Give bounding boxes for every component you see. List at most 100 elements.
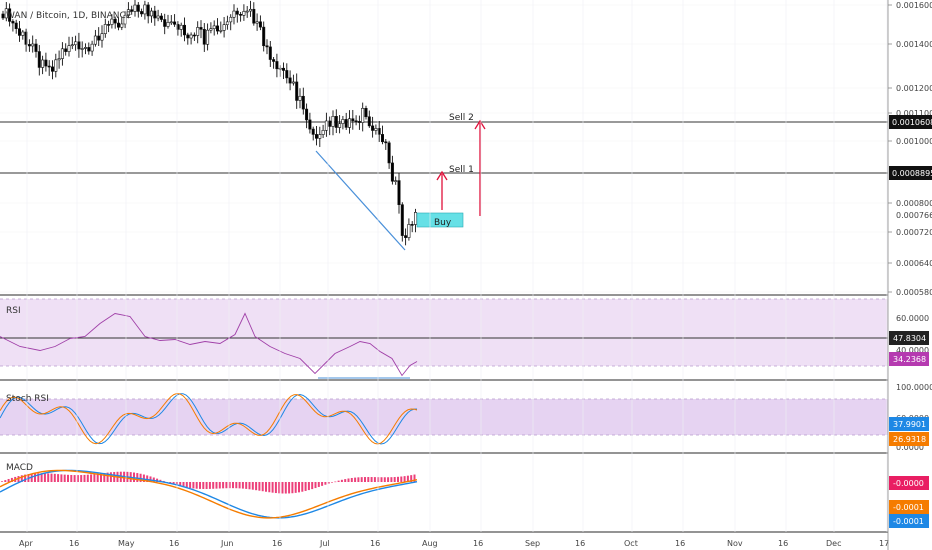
rsi-panel — [0, 298, 888, 379]
buy-zone-box — [416, 212, 464, 228]
macd-histogram-bar — [304, 482, 307, 491]
level-badge-text: 0.0008895 — [892, 169, 932, 178]
candle-body — [232, 10, 236, 18]
macd-histogram-bar — [357, 477, 360, 482]
macd-histogram-bar — [202, 482, 205, 489]
candle-body — [347, 118, 351, 128]
macd-histogram-bar — [80, 475, 83, 482]
macd-histogram-bar — [232, 482, 234, 489]
candle-body — [380, 134, 384, 143]
macd-histogram-bar — [189, 482, 192, 489]
candle-body — [80, 48, 84, 50]
x-tick-label: Dec — [826, 539, 841, 548]
candle-body — [189, 34, 193, 39]
macd-histogram-bar — [314, 482, 317, 489]
candle-body — [334, 116, 338, 128]
candle-body — [314, 134, 318, 139]
candle-body — [305, 108, 309, 121]
candle-body — [41, 59, 45, 68]
macd-histogram-bar — [380, 477, 383, 482]
candle-body — [17, 28, 21, 36]
candle-body — [298, 95, 302, 101]
stoch-badge — [889, 432, 929, 446]
rsi-band — [0, 299, 888, 366]
x-tick-label: 16 — [575, 539, 585, 548]
macd-histogram-bar — [10, 477, 13, 482]
macd-histogram-bar — [225, 482, 228, 489]
x-tick-label: 16 — [778, 539, 788, 548]
candle-body — [275, 61, 279, 70]
candle-body — [377, 128, 381, 135]
x-tick-label: Oct — [624, 539, 638, 548]
x-tick-label: 16 — [272, 539, 282, 548]
macd-histogram-bar — [383, 477, 386, 482]
candle-body — [255, 21, 259, 24]
macd-badge — [889, 476, 929, 490]
macd-histogram-bar — [1, 481, 3, 482]
macd-histogram-bar — [301, 482, 304, 492]
macd-histogram-bar — [96, 473, 99, 482]
candle-body — [410, 224, 414, 226]
macd-histogram-bar — [403, 476, 406, 482]
macd-histogram-bar — [185, 482, 188, 488]
price-panel — [0, 0, 888, 533]
candle-body — [186, 34, 190, 39]
macd-histogram-bar — [90, 474, 93, 482]
macd-line — [0, 469, 418, 519]
macd-histogram-bar — [199, 482, 201, 489]
candle-body — [318, 134, 322, 139]
macd-histogram-bar — [106, 472, 109, 482]
candle-body — [103, 24, 107, 34]
candle-body — [4, 8, 8, 19]
macd-histogram-bar — [344, 479, 347, 482]
candle-body — [216, 25, 220, 32]
macd-histogram-bar — [274, 482, 277, 494]
rsi-badge-text: 34.2368 — [893, 355, 926, 364]
stoch-badge — [889, 417, 929, 431]
rsi-badge-text: 47.8304 — [893, 334, 926, 343]
candle-body — [222, 24, 226, 31]
candle-body — [11, 21, 15, 24]
macd-panel — [0, 469, 418, 519]
macd-histogram-bar — [397, 476, 399, 482]
candle-body — [93, 35, 97, 45]
candle-body — [351, 118, 355, 122]
candle-body — [179, 24, 183, 30]
macd-histogram-bar — [172, 482, 175, 485]
stoch-tick-label: 0.0000 — [896, 443, 924, 452]
candle-body — [44, 59, 48, 67]
candle-body — [183, 24, 187, 36]
stoch-k-line — [0, 393, 418, 445]
sell-1-label: Sell 1 — [449, 165, 474, 175]
candle-body — [341, 119, 345, 124]
stoch-badge-text: 37.9901 — [893, 420, 926, 429]
macd-histogram-bar — [86, 474, 89, 482]
candle-body — [394, 180, 398, 182]
candle-body — [173, 21, 177, 25]
macd-histogram-bar — [169, 482, 172, 484]
x-tick-label: 16 — [69, 539, 79, 548]
candle-body — [64, 48, 68, 52]
candle-body — [143, 4, 147, 15]
macd-histogram-bar — [70, 474, 73, 482]
stoch-tick-label: 100.0000 — [896, 383, 932, 392]
candle-body — [338, 123, 342, 128]
rsi-line — [0, 312, 418, 377]
macd-badge — [889, 500, 929, 514]
x-tick-label: Aug — [422, 539, 438, 548]
candle-body — [202, 29, 206, 45]
candle-body — [159, 15, 163, 20]
macd-histogram-bar — [146, 475, 149, 482]
macd-histogram-bar — [251, 482, 254, 490]
candle-body — [321, 130, 325, 135]
x-tick-label: 16 — [370, 539, 380, 548]
macd-histogram-bar — [354, 477, 357, 482]
candle-body — [387, 142, 391, 164]
candle-body — [206, 29, 210, 45]
candle-body — [100, 33, 104, 41]
